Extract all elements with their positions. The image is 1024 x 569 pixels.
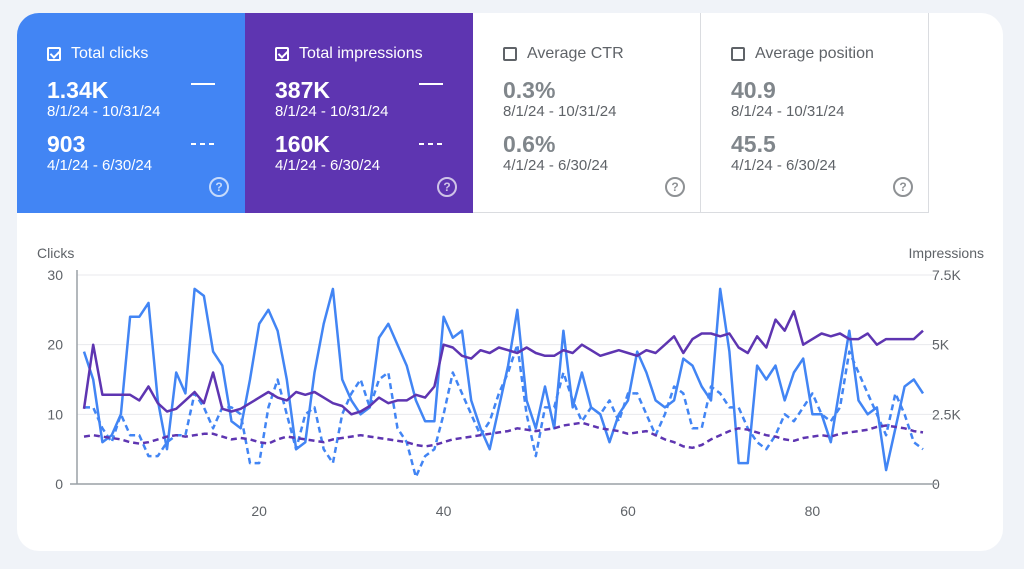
dashed-line-legend-icon (419, 143, 443, 145)
metric-total-clicks[interactable]: Total clicks 1.34K 8/1/24 - 10/31/24 903… (17, 13, 245, 213)
y2-axis-title: Impressions (908, 245, 984, 261)
y-tick-label: 30 (47, 267, 63, 283)
x-tick-label: 80 (805, 503, 821, 519)
metric-value: 1.34K (47, 77, 109, 103)
series-line-clicks-dashed (84, 343, 924, 479)
x-tick-label: 60 (620, 503, 636, 519)
metric-range: 8/1/24 - 10/31/24 (731, 103, 845, 120)
checkbox-checked-icon[interactable] (47, 47, 61, 61)
metric-prev-range: 4/1/24 - 6/30/24 (47, 157, 153, 174)
metric-value: 387K (275, 77, 330, 103)
dashed-line-legend-icon (191, 143, 215, 145)
y-tick-label: 10 (47, 406, 63, 422)
y2-tick-label: 2.5K (932, 406, 961, 422)
metric-value: 0.3% (503, 77, 556, 103)
metric-prev-range: 4/1/24 - 6/30/24 (275, 157, 381, 174)
y2-tick-label: 7.5K (932, 267, 961, 283)
x-tick-label: 20 (251, 503, 267, 519)
metric-tabs: Total clicks 1.34K 8/1/24 - 10/31/24 903… (17, 13, 929, 213)
metric-label: Total impressions (299, 45, 423, 62)
solid-line-legend-icon (191, 83, 215, 85)
metric-average-ctr[interactable]: Average CTR 0.3% 8/1/24 - 10/31/24 0.6% … (473, 13, 701, 213)
metric-prev-value: 45.5 (731, 131, 776, 157)
series-line-impressions-solid (82, 309, 924, 416)
metric-label: Average position (755, 45, 874, 62)
metric-range: 8/1/24 - 10/31/24 (503, 103, 617, 120)
checkbox-checked-icon[interactable] (275, 47, 289, 61)
series-line-clicks-solid (82, 287, 925, 472)
solid-line-legend-icon (419, 83, 443, 85)
metric-prev-range: 4/1/24 - 6/30/24 (731, 157, 837, 174)
metric-prev-value: 0.6% (503, 131, 556, 157)
y-axis-title: Clicks (37, 245, 75, 261)
help-icon[interactable]: ? (209, 177, 229, 197)
metric-value: 40.9 (731, 77, 776, 103)
help-icon[interactable]: ? (893, 177, 913, 197)
metric-prev-value: 160K (275, 131, 330, 157)
metric-average-position[interactable]: Average position 40.9 8/1/24 - 10/31/24 … (701, 13, 929, 213)
y-tick-label: 20 (47, 337, 63, 353)
metric-label: Total clicks (71, 45, 149, 62)
x-tick-label: 40 (436, 503, 452, 519)
help-icon[interactable]: ? (665, 177, 685, 197)
metric-range: 8/1/24 - 10/31/24 (47, 103, 161, 120)
metric-prev-range: 4/1/24 - 6/30/24 (503, 157, 609, 174)
checkbox-unchecked-icon[interactable] (731, 47, 745, 61)
metric-label: Average CTR (527, 45, 624, 62)
metric-prev-value: 903 (47, 131, 86, 157)
metric-total-impressions[interactable]: Total impressions 387K 8/1/24 - 10/31/24… (245, 13, 473, 213)
help-icon[interactable]: ? (437, 177, 457, 197)
y-tick-label: 0 (55, 476, 63, 492)
metric-range: 8/1/24 - 10/31/24 (275, 103, 389, 120)
performance-card: Total clicks 1.34K 8/1/24 - 10/31/24 903… (17, 13, 1003, 551)
y2-tick-label: 5K (932, 337, 950, 353)
checkbox-unchecked-icon[interactable] (503, 47, 517, 61)
series-line-impressions-dashed (83, 421, 924, 450)
